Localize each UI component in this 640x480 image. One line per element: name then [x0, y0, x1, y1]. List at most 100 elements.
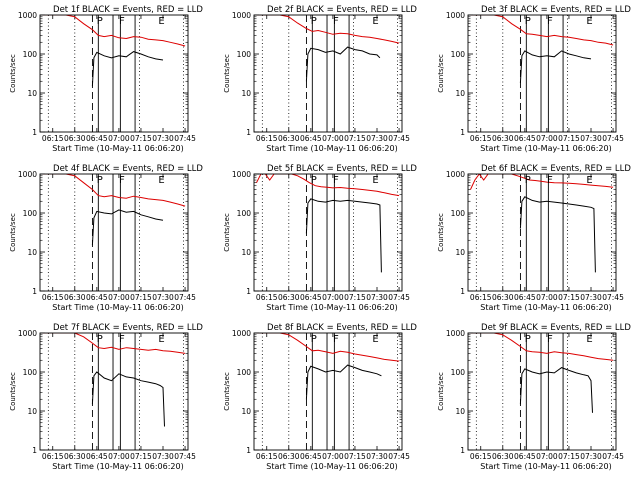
- chart-title: Det 9f BLACK = Events, RED = LLD: [481, 323, 631, 333]
- y-tick-label: 10: [27, 89, 37, 98]
- plot-area: [470, 174, 614, 291]
- y-axis-label: Counts/sec: [223, 372, 231, 411]
- x-tick-label: 06:30: [492, 293, 514, 302]
- y-tick-label: 1000: [18, 11, 37, 20]
- y-tick-label: 1: [246, 446, 251, 455]
- y-tick-label: 100: [237, 368, 252, 377]
- y-tick-label: 1000: [446, 11, 465, 20]
- x-tick-label: 07:45: [602, 293, 624, 302]
- series-line-lld: [42, 333, 186, 354]
- x-tick-label: 07:30: [152, 134, 174, 143]
- x-tick-label: 06:30: [64, 293, 86, 302]
- y-tick-label: 1: [246, 128, 251, 137]
- y-tick-label: 1000: [446, 170, 465, 179]
- y-tick-label: 1000: [446, 329, 465, 338]
- y-tick-label: 10: [241, 89, 251, 98]
- y-axis-label: Counts/sec: [223, 54, 231, 93]
- x-tick-label: 07:30: [152, 293, 174, 302]
- plot-area: [256, 15, 400, 132]
- x-tick-label: 07:00: [108, 134, 130, 143]
- x-tick-label: 07:45: [174, 452, 196, 461]
- y-tick-label: 100: [23, 50, 38, 59]
- x-tick-label: 07:45: [602, 452, 624, 461]
- marker-label: F: [119, 175, 125, 186]
- y-axis-label: Counts/sec: [9, 213, 17, 252]
- plot-frame: [467, 332, 617, 451]
- x-tick-label: 07:15: [558, 293, 580, 302]
- y-tick-label: 100: [451, 50, 466, 59]
- y-tick-label: 10: [241, 407, 251, 416]
- y-tick-label: 1000: [232, 11, 251, 20]
- x-axis-label: Start Time (10-May-11 06:06:20): [52, 144, 183, 153]
- plot-frame: [467, 14, 617, 133]
- x-tick-label: 06:30: [64, 452, 86, 461]
- plot-area: [42, 174, 186, 291]
- chart-panel-8: Det 8f BLACK = Events, RED = LLD Counts/s…: [223, 323, 417, 471]
- y-tick-label: 10: [455, 407, 465, 416]
- marker-label: E: [158, 175, 164, 186]
- chart-title: Det 1f BLACK = Events, RED = LLD: [53, 5, 203, 15]
- marker-label: E: [586, 16, 592, 27]
- y-tick-label: 10: [455, 89, 465, 98]
- marker-label: P: [97, 334, 103, 345]
- x-tick-label: 07:45: [388, 134, 410, 143]
- x-tick-label: 06:30: [278, 293, 300, 302]
- y-tick-label: 100: [23, 368, 38, 377]
- chart-title: Det 4f BLACK = Events, RED = LLD: [53, 164, 203, 174]
- x-axis-label: Start Time (10-May-11 06:06:20): [480, 303, 611, 312]
- y-tick-label: 10: [27, 407, 37, 416]
- x-tick-label: 07:15: [344, 134, 366, 143]
- series-line-events: [305, 364, 382, 400]
- marker-label: E: [372, 334, 378, 345]
- series-line-events: [91, 209, 164, 246]
- series-line-events: [519, 196, 596, 273]
- y-tick-label: 100: [237, 209, 252, 218]
- y-tick-label: 1: [460, 128, 465, 137]
- x-tick-label: 07:15: [558, 134, 580, 143]
- y-tick-label: 10: [455, 248, 465, 257]
- marker-label: E: [586, 334, 592, 345]
- y-axis-label: Counts/sec: [9, 54, 17, 93]
- chart-panel-6: Det 6f BLACK = Events, RED = LLD Counts/s…: [437, 164, 631, 312]
- y-tick-label: 1000: [232, 170, 251, 179]
- y-tick-label: 100: [237, 50, 252, 59]
- x-tick-label: 07:15: [344, 293, 366, 302]
- x-tick-label: 06:45: [300, 293, 322, 302]
- x-tick-label: 07:45: [174, 293, 196, 302]
- marker-label: P: [97, 16, 103, 27]
- plot-frame: [253, 173, 403, 292]
- y-tick-label: 100: [451, 368, 466, 377]
- x-tick-label: 06:45: [86, 134, 108, 143]
- marker-label: F: [547, 334, 553, 345]
- x-axis-label: Start Time (10-May-11 06:06:20): [480, 462, 611, 471]
- marker-label: P: [525, 16, 531, 27]
- series-line-events: [305, 46, 381, 82]
- y-tick-label: 1000: [18, 329, 37, 338]
- x-tick-label: 07:30: [366, 293, 388, 302]
- series-line-events: [519, 50, 592, 84]
- y-tick-label: 1: [460, 287, 465, 296]
- plot-area: [256, 333, 400, 450]
- y-axis-label: Counts/sec: [437, 372, 445, 411]
- marker-label: E: [586, 175, 592, 186]
- plot-frame: [39, 173, 189, 292]
- plot-frame: [253, 332, 403, 451]
- x-tick-label: 06:45: [300, 452, 322, 461]
- x-tick-label: 06:45: [300, 134, 322, 143]
- plot-frame: [253, 14, 403, 133]
- chart-panel-3: Det 3f BLACK = Events, RED = LLD Counts/s…: [437, 5, 631, 153]
- marker-label: E: [158, 16, 164, 27]
- x-tick-label: 07:30: [580, 134, 602, 143]
- x-tick-label: 06:30: [492, 452, 514, 461]
- chart-title: Det 7f BLACK = Events, RED = LLD: [53, 323, 203, 333]
- chart-panel-9: Det 9f BLACK = Events, RED = LLD Counts/s…: [437, 323, 631, 471]
- y-axis-label: Counts/sec: [223, 213, 231, 252]
- series-line-lld: [256, 174, 400, 197]
- plot-frame: [39, 332, 189, 451]
- y-tick-label: 1000: [18, 170, 37, 179]
- marker-label: P: [311, 334, 317, 345]
- x-tick-label: 07:45: [388, 452, 410, 461]
- x-tick-label: 06:15: [470, 452, 492, 461]
- plot-frame: [467, 173, 617, 292]
- x-tick-label: 07:45: [602, 134, 624, 143]
